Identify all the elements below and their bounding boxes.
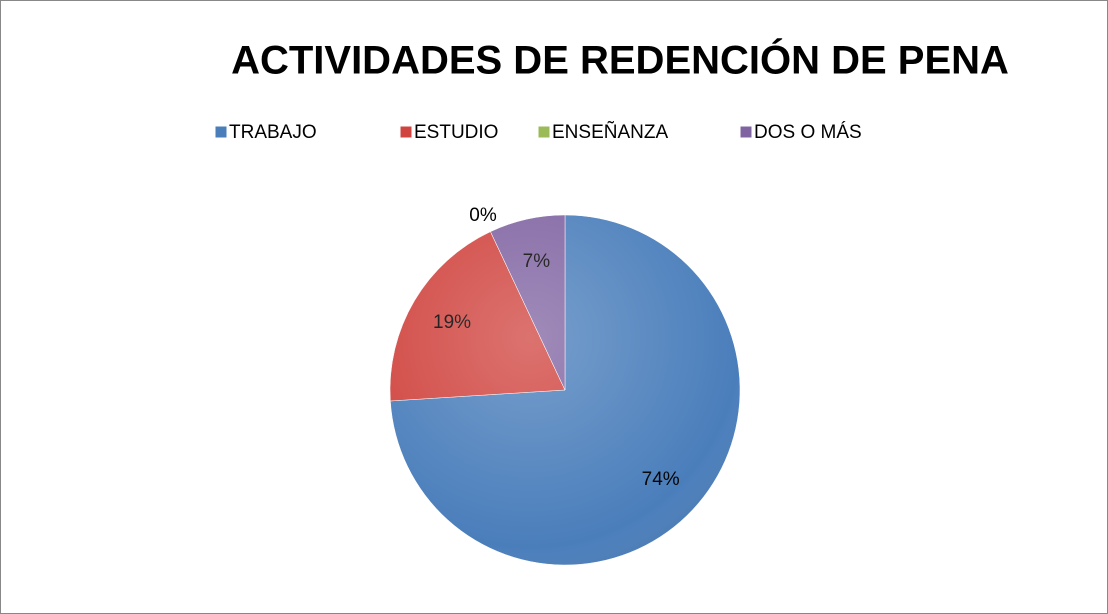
legend-swatch — [214, 125, 228, 139]
data-label: 19% — [433, 312, 471, 333]
legend-label: ENSEÑANZA — [552, 121, 668, 143]
legend-label: DOS O MÁS — [754, 122, 862, 143]
legend-swatch — [399, 125, 413, 139]
legend-swatch — [739, 125, 753, 139]
legend-swatch — [537, 125, 551, 139]
data-label: 0% — [469, 205, 497, 226]
data-label: 74% — [642, 469, 680, 490]
legend-label: TRABAJO — [229, 122, 317, 143]
legend-label: ESTUDIO — [414, 122, 498, 143]
chart-title: ACTIVIDADES DE REDENCIÓN DE PENA — [231, 37, 1009, 83]
data-label: 7% — [523, 251, 551, 272]
